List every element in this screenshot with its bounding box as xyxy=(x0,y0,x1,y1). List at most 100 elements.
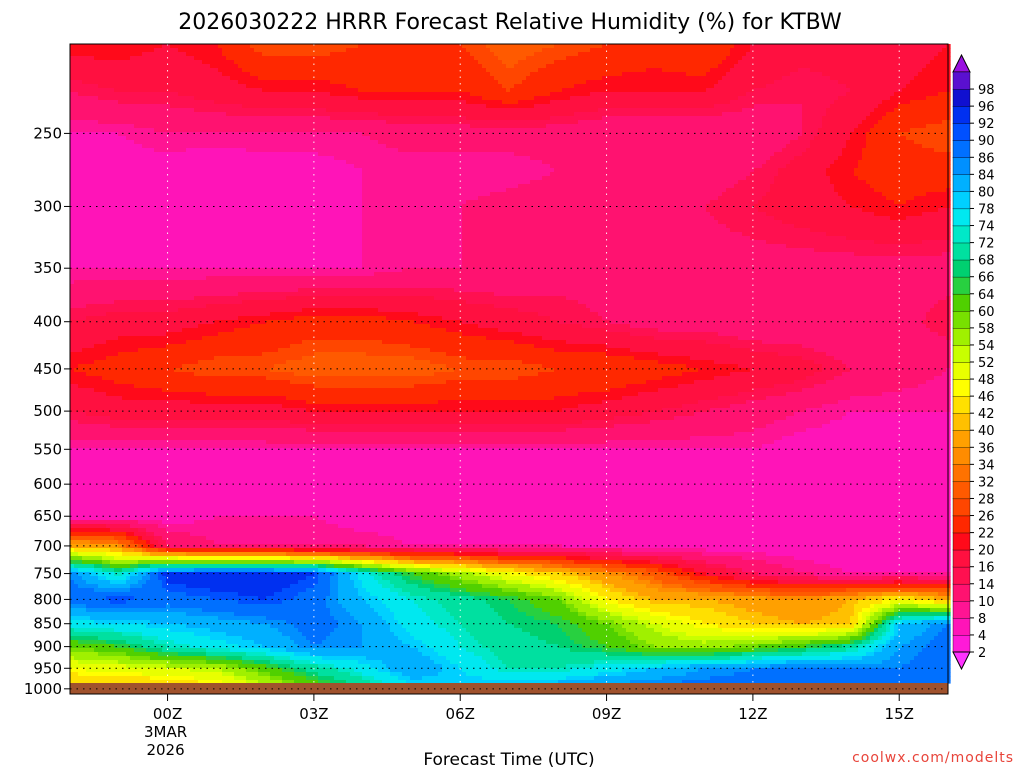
humidity-cell xyxy=(714,124,719,129)
humidity-cell xyxy=(806,48,811,53)
humidity-cell xyxy=(310,48,315,53)
humidity-cell xyxy=(630,84,635,89)
humidity-cell xyxy=(334,68,339,73)
humidity-cell xyxy=(798,116,803,121)
humidity-cell xyxy=(842,96,847,101)
humidity-cell xyxy=(730,128,735,133)
humidity-cell xyxy=(246,76,251,81)
humidity-cell xyxy=(650,84,655,89)
humidity-cell xyxy=(370,72,375,77)
humidity-cell xyxy=(890,72,895,77)
humidity-cell xyxy=(534,116,539,121)
humidity-cell xyxy=(234,108,239,113)
humidity-cell xyxy=(922,64,927,69)
humidity-cell xyxy=(898,60,903,65)
humidity-cell xyxy=(246,124,251,129)
humidity-cell xyxy=(666,132,671,137)
humidity-cell xyxy=(730,60,735,65)
humidity-cell xyxy=(170,120,175,125)
humidity-cell xyxy=(774,108,779,113)
humidity-cell xyxy=(278,92,283,97)
humidity-cell xyxy=(226,44,231,49)
humidity-cell xyxy=(906,72,911,77)
humidity-cell xyxy=(918,64,923,69)
humidity-cell xyxy=(426,52,431,57)
humidity-cell xyxy=(578,68,583,73)
humidity-cell xyxy=(910,84,915,89)
humidity-cell xyxy=(538,132,543,137)
humidity-cell xyxy=(226,116,231,121)
humidity-cell xyxy=(854,52,859,57)
humidity-cell xyxy=(214,116,219,121)
humidity-cell xyxy=(578,48,583,53)
humidity-cell xyxy=(694,52,699,57)
humidity-cell xyxy=(810,88,815,93)
humidity-cell xyxy=(194,112,199,117)
humidity-cell xyxy=(538,128,543,133)
humidity-cell xyxy=(746,60,751,65)
humidity-cell xyxy=(818,52,823,57)
humidity-cell xyxy=(218,132,223,137)
humidity-cell xyxy=(294,132,299,137)
humidity-cell xyxy=(238,104,243,109)
humidity-cell xyxy=(206,72,211,77)
humidity-cell xyxy=(298,88,303,93)
humidity-cell xyxy=(406,120,411,125)
humidity-cell xyxy=(270,64,275,69)
humidity-cell xyxy=(410,52,415,57)
humidity-cell xyxy=(938,52,943,57)
humidity-cell xyxy=(746,88,751,93)
humidity-cell xyxy=(290,104,295,109)
humidity-cell xyxy=(918,120,923,125)
humidity-cell xyxy=(794,72,799,77)
humidity-cell xyxy=(914,60,919,65)
humidity-cell xyxy=(254,100,259,105)
humidity-cell xyxy=(694,104,699,109)
humidity-cell xyxy=(818,56,823,61)
humidity-cell xyxy=(658,92,663,97)
humidity-cell xyxy=(266,68,271,73)
humidity-cell xyxy=(182,52,187,57)
humidity-cell xyxy=(266,76,271,81)
humidity-cell xyxy=(770,124,775,129)
humidity-cell xyxy=(706,52,711,57)
humidity-cell xyxy=(646,96,651,101)
humidity-cell xyxy=(190,68,195,73)
humidity-cell xyxy=(814,124,819,129)
humidity-cell xyxy=(270,116,275,121)
humidity-cell xyxy=(310,124,315,129)
humidity-cell xyxy=(490,80,495,85)
humidity-cell xyxy=(726,124,731,129)
humidity-cell xyxy=(510,88,515,93)
humidity-cell xyxy=(562,88,567,93)
humidity-cell xyxy=(702,76,707,81)
humidity-cell xyxy=(226,72,231,77)
humidity-cell xyxy=(854,44,859,49)
humidity-cell xyxy=(834,128,839,133)
humidity-cell xyxy=(314,100,319,105)
humidity-cell xyxy=(938,104,943,109)
humidity-cell xyxy=(826,100,831,105)
humidity-cell xyxy=(342,108,347,113)
humidity-cell xyxy=(114,60,119,65)
humidity-cell xyxy=(82,88,87,93)
humidity-cell xyxy=(570,116,575,121)
humidity-cell xyxy=(682,80,687,85)
humidity-cell xyxy=(258,80,263,85)
humidity-cell xyxy=(574,88,579,93)
humidity-cell xyxy=(622,124,627,129)
humidity-cell xyxy=(358,48,363,53)
humidity-cell xyxy=(806,68,811,73)
humidity-cell xyxy=(154,92,159,97)
humidity-cell xyxy=(562,68,567,73)
humidity-cell xyxy=(346,84,351,89)
humidity-cell xyxy=(334,92,339,97)
humidity-cell xyxy=(670,132,675,137)
humidity-cell xyxy=(910,108,915,113)
humidity-cell xyxy=(334,116,339,121)
humidity-cell xyxy=(170,80,175,85)
humidity-cell xyxy=(902,60,907,65)
humidity-cell xyxy=(538,64,543,69)
humidity-cell xyxy=(678,124,683,129)
humidity-cell xyxy=(666,108,671,113)
